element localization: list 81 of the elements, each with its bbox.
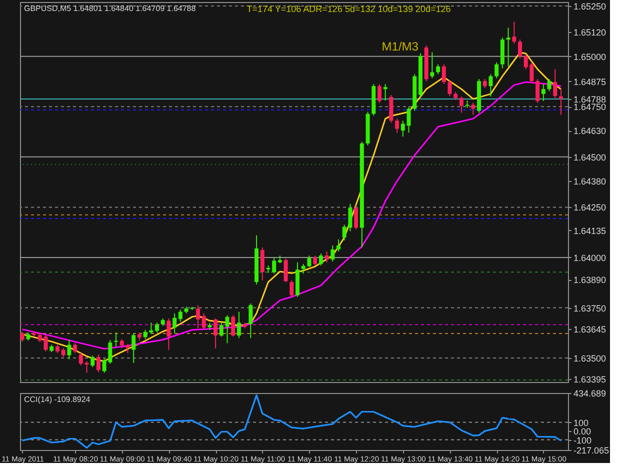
chart-title: GBPUSD,M5 1.64801 1.64840 1.64709 1.64788: [24, 4, 196, 13]
candlestick: [214, 318, 218, 349]
y-tick-label: -217.065: [574, 446, 610, 456]
candlestick: [61, 348, 66, 358]
y-tick-label: 1.63645: [574, 324, 606, 334]
y-tick-label: 1.64250: [574, 202, 606, 213]
candlestick: [400, 120, 405, 138]
y-tick-label: -100: [574, 435, 592, 446]
candlestick: [202, 312, 206, 330]
y-tick-label: 1.65250: [574, 2, 606, 12]
y-tick-label: 1.64750: [574, 102, 606, 112]
candlestick: [536, 78, 540, 104]
y-tick-label: 1.64875: [574, 76, 606, 87]
candlestick: [330, 244, 335, 262]
candlestick: [132, 332, 136, 364]
candlestick: [272, 256, 276, 274]
candlestick: [336, 238, 340, 252]
candlestick: [219, 322, 224, 338]
y-tick-label: 1.63395: [574, 374, 606, 385]
candlestick: [518, 39, 522, 59]
candlestick: [196, 304, 200, 329]
candlestick: [290, 280, 294, 298]
candlestick: [547, 78, 552, 92]
annotation: M1/M3: [382, 39, 419, 54]
candlestick: [44, 334, 48, 352]
candlestick: [231, 314, 236, 338]
candlestick: [558, 88, 563, 116]
candlestick: [225, 314, 230, 344]
candlestick: [324, 250, 329, 264]
candlestick: [166, 318, 171, 350]
candlestick: [389, 94, 394, 124]
candlestick: [512, 21, 516, 44]
y-tick-label: 0.00: [574, 426, 592, 437]
y-tick-label: 434.689: [574, 388, 606, 398]
candlestick: [178, 309, 182, 322]
candlestick: [471, 102, 476, 116]
candlestick: [318, 252, 323, 266]
y-tick-label: 1.64630: [574, 126, 606, 136]
y-tick-label: 1.64500: [574, 152, 606, 162]
candlestick: [313, 255, 318, 266]
candlestick: [442, 64, 446, 85]
candlestick: [430, 52, 434, 79]
candlestick: [260, 246, 264, 281]
candlestick: [67, 339, 72, 360]
y-tick-label: 1.63750: [574, 303, 606, 314]
candlestick: [395, 118, 400, 134]
candlestick: [494, 62, 499, 79]
candlestick: [406, 106, 411, 134]
candlestick: [383, 84, 388, 102]
candlestick: [354, 205, 358, 230]
candlestick: [284, 258, 288, 283]
candlestick: [172, 312, 177, 334]
y-tick-label: 1.64788: [574, 94, 606, 104]
y-tick-label: 1.65000: [574, 52, 606, 62]
y-tick-label: 1.64000: [574, 252, 606, 263]
candlestick: [482, 78, 487, 89]
y-tick-label: 1.63500: [574, 354, 606, 364]
candlestick: [20, 331, 24, 342]
candlestick: [488, 74, 493, 98]
candlestick: [236, 311, 241, 339]
candlestick: [114, 332, 118, 347]
candlestick: [465, 100, 470, 108]
candlestick: [90, 355, 95, 368]
chart-title: CCI(14) -109.8924: [24, 395, 91, 404]
candlestick: [73, 342, 78, 354]
y-tick-label: 1.63890: [574, 275, 606, 286]
chart-subtitle: T=174 Y=106 ADR=126 5d=132 10d=139 20d=126: [246, 4, 451, 14]
y-tick-label: 1.65120: [574, 28, 606, 38]
candlestick: [541, 84, 546, 102]
candlestick: [459, 96, 464, 114]
candlestick: [377, 84, 382, 104]
y-tick-label: 100: [574, 418, 589, 428]
candlestick: [436, 64, 440, 75]
candlestick: [248, 303, 253, 339]
candlestick: [506, 27, 510, 67]
y-tick-label: 1.64380: [574, 176, 606, 187]
candlestick: [96, 354, 100, 373]
y-tick-label: 1.64135: [574, 226, 606, 236]
candlestick: [448, 80, 452, 96]
candlestick: [155, 322, 159, 334]
candlestick: [553, 68, 558, 98]
